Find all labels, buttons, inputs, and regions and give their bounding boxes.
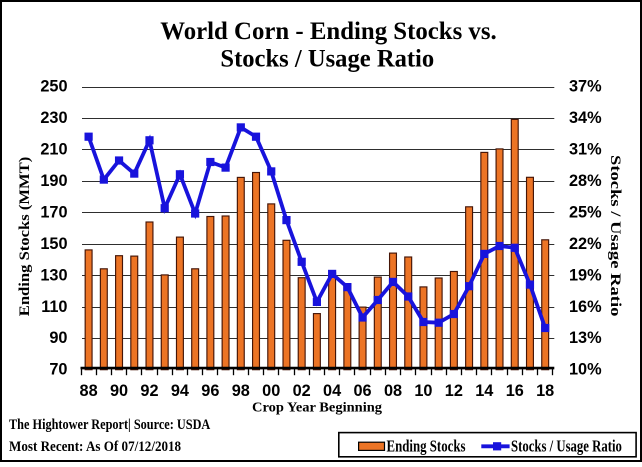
svg-text:02: 02	[293, 382, 311, 400]
svg-text:Stocks / Usage Ratio: Stocks / Usage Ratio	[511, 436, 622, 455]
svg-text:90: 90	[110, 382, 128, 400]
svg-text:Crop Year Beginning: Crop Year Beginning	[252, 400, 382, 415]
svg-text:World Corn - Ending Stocks vs.: World Corn - Ending Stocks vs.	[160, 18, 496, 45]
svg-text:170: 170	[40, 203, 67, 221]
svg-text:94: 94	[171, 382, 189, 400]
svg-text:28%: 28%	[569, 172, 602, 190]
svg-text:Most Recent: As Of 07/12/2018: Most Recent: As Of 07/12/2018	[9, 439, 181, 455]
svg-text:08: 08	[384, 382, 402, 400]
svg-text:06: 06	[353, 382, 371, 400]
svg-text:31%: 31%	[569, 140, 602, 158]
svg-text:98: 98	[232, 382, 250, 400]
svg-text:19%: 19%	[569, 266, 602, 284]
svg-text:04: 04	[323, 382, 341, 400]
svg-text:13%: 13%	[569, 329, 602, 347]
svg-text:250: 250	[40, 78, 67, 96]
svg-text:92: 92	[140, 382, 158, 400]
svg-text:70: 70	[49, 361, 67, 379]
svg-text:22%: 22%	[569, 235, 602, 253]
svg-text:230: 230	[40, 109, 67, 127]
svg-text:Stocks / Usage Ratio: Stocks / Usage Ratio	[607, 155, 623, 316]
svg-text:96: 96	[201, 382, 219, 400]
svg-text:The Hightower Report| Source:: The Hightower Report| Source: USDA	[9, 417, 211, 433]
svg-text:Ending Stocks (MMT): Ending Stocks (MMT)	[17, 157, 33, 317]
svg-text:12: 12	[445, 382, 463, 400]
svg-text:210: 210	[40, 140, 67, 158]
svg-text:16%: 16%	[569, 298, 602, 316]
svg-text:14: 14	[475, 382, 493, 400]
svg-text:190: 190	[40, 172, 67, 190]
svg-text:00: 00	[262, 382, 280, 400]
svg-text:10%: 10%	[569, 361, 602, 379]
svg-text:37%: 37%	[569, 78, 602, 96]
svg-text:90: 90	[49, 329, 67, 347]
svg-text:18: 18	[536, 382, 554, 400]
svg-text:10: 10	[414, 382, 432, 400]
svg-text:34%: 34%	[569, 109, 602, 127]
svg-text:25%: 25%	[569, 203, 602, 221]
svg-text:16: 16	[506, 382, 524, 400]
svg-text:110: 110	[41, 298, 67, 316]
svg-text:Stocks / Usage Ratio: Stocks / Usage Ratio	[220, 46, 434, 73]
svg-text:130: 130	[40, 266, 67, 284]
svg-text:Ending Stocks: Ending Stocks	[387, 436, 466, 455]
svg-text:150: 150	[40, 235, 67, 253]
svg-text:88: 88	[80, 382, 98, 400]
